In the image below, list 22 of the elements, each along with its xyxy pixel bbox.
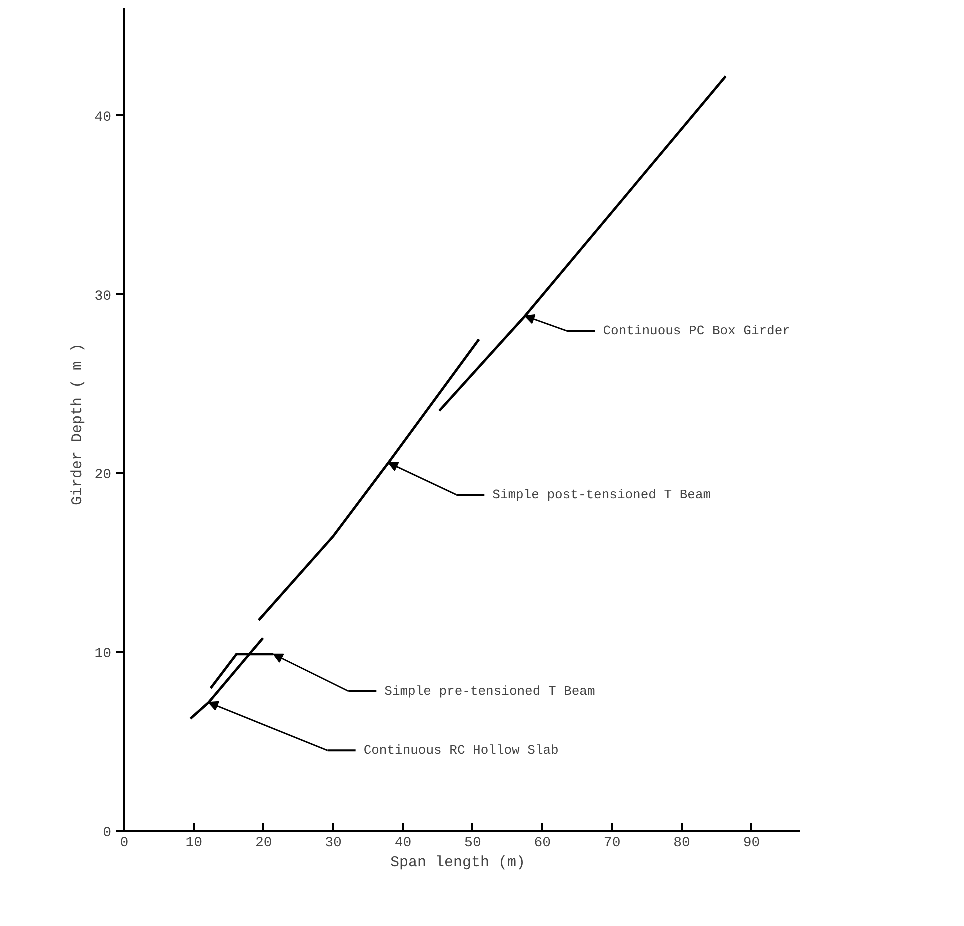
line-series (258, 338, 480, 622)
y-tick-label: 40 (94, 110, 112, 126)
x-tick-label: 70 (604, 836, 621, 852)
y-tick-label: 10 (94, 646, 112, 663)
x-tick-label: 30 (325, 836, 342, 852)
annotation: Continuous RC Hollow Slab (364, 743, 559, 758)
y-tick-label: 0 (103, 826, 112, 842)
y-tick-label: 20 (94, 468, 112, 484)
y-tick-label: 30 (94, 288, 112, 305)
y-axis-title: Girder Depth ( m ) (70, 343, 87, 506)
x-tick-label: 50 (464, 836, 482, 852)
x-tick-label: 10 (186, 836, 203, 852)
x-tick-label: 20 (255, 836, 272, 852)
x-tick-label: 90 (743, 836, 760, 852)
x-tick-label: 80 (674, 836, 690, 852)
x-tick-label: 0 (120, 836, 129, 852)
x-axis-title: Span length (m) (390, 854, 526, 872)
x-tick-label: 60 (534, 836, 552, 852)
annotation: Continuous PC Box Girder (603, 324, 790, 339)
annotation: Simple post-tensioned T Beam (492, 487, 712, 502)
annotation: Simple pre-tensioned T Beam (384, 684, 596, 699)
x-tick-label: 40 (394, 836, 412, 852)
